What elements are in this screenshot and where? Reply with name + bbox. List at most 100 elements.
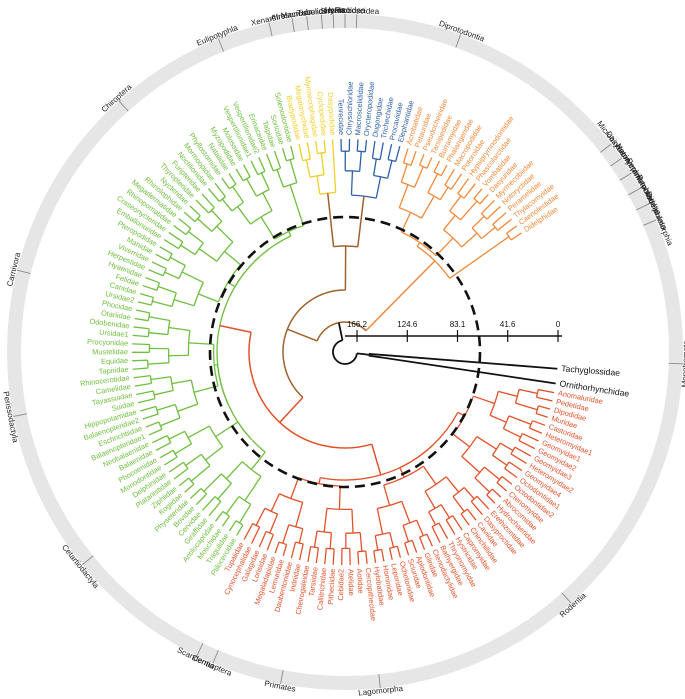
branch xyxy=(142,284,158,291)
branch xyxy=(315,140,319,154)
branch xyxy=(473,395,495,405)
branch xyxy=(232,186,245,203)
branch-arc xyxy=(326,507,352,511)
branch xyxy=(180,244,196,256)
branch xyxy=(323,139,326,153)
branch xyxy=(178,218,192,229)
branch xyxy=(228,520,237,532)
branch xyxy=(142,413,159,420)
branch-arc xyxy=(237,421,266,453)
branch xyxy=(318,477,321,484)
branch xyxy=(506,225,518,234)
order-tick xyxy=(628,187,641,196)
branch xyxy=(145,421,160,428)
branch xyxy=(460,200,478,221)
branch xyxy=(242,164,251,178)
branch-arc xyxy=(528,420,534,429)
branch xyxy=(450,173,463,190)
branch xyxy=(356,139,359,152)
branch xyxy=(288,231,292,237)
branch xyxy=(298,528,304,544)
leaf-label: Cyclopedidae xyxy=(315,91,328,136)
branch xyxy=(401,501,411,524)
branch xyxy=(290,145,295,159)
branch xyxy=(168,326,190,332)
branch xyxy=(501,475,513,485)
branch-arc xyxy=(283,182,297,188)
branch xyxy=(365,550,368,564)
branch xyxy=(486,494,496,504)
branch xyxy=(435,237,454,257)
branch xyxy=(205,446,224,461)
leaf-label: Cebidae2 xyxy=(336,569,345,601)
branch xyxy=(173,224,187,236)
branch-arc xyxy=(389,545,398,549)
branch xyxy=(306,142,311,160)
branch-arc xyxy=(170,376,174,391)
branch xyxy=(217,482,232,500)
branch xyxy=(148,269,164,277)
branch xyxy=(168,430,186,440)
branch xyxy=(198,293,219,303)
branch xyxy=(396,546,402,558)
branch xyxy=(195,493,207,505)
timescale-tick-label: 0 xyxy=(556,320,561,329)
branch-arc xyxy=(178,265,186,279)
branch-arc xyxy=(257,170,266,176)
branch xyxy=(371,141,376,159)
branch xyxy=(460,513,470,526)
branch xyxy=(307,546,312,562)
order-tick xyxy=(16,269,31,275)
branch xyxy=(155,442,172,451)
branch xyxy=(159,449,174,459)
branch xyxy=(163,238,179,250)
branch xyxy=(187,425,210,439)
branch xyxy=(197,218,213,232)
branch xyxy=(484,466,500,481)
order-label: Tubulidentata xyxy=(297,5,346,17)
branch xyxy=(388,548,393,560)
order-tick xyxy=(13,413,28,417)
branch-arc xyxy=(214,496,222,503)
branch-arc xyxy=(235,520,244,526)
branch xyxy=(476,436,497,450)
branch xyxy=(463,487,475,500)
branch xyxy=(215,421,239,438)
branch xyxy=(181,271,204,284)
branch xyxy=(389,532,395,548)
branch xyxy=(331,139,337,193)
leaf-label: Ursidae1 xyxy=(99,328,129,339)
branch-arc xyxy=(174,404,181,419)
timescale-tick-label: 83.1 xyxy=(450,320,466,329)
branch xyxy=(479,194,489,205)
branch-arc xyxy=(445,515,454,521)
branch xyxy=(145,276,160,284)
branch-arc xyxy=(194,242,204,255)
branch-arc xyxy=(452,486,465,498)
branch xyxy=(474,477,490,493)
branch xyxy=(201,193,215,209)
branch xyxy=(399,467,405,478)
timescale-tick-label: 41.6 xyxy=(500,320,516,329)
branch xyxy=(431,526,441,543)
branch xyxy=(489,414,507,423)
branch xyxy=(134,317,149,322)
branch xyxy=(221,198,233,212)
branch xyxy=(438,522,449,539)
branch-arc xyxy=(295,541,304,545)
branch-arc xyxy=(402,519,417,526)
branch xyxy=(476,495,490,510)
branch xyxy=(140,405,157,412)
branch xyxy=(139,293,154,299)
branch xyxy=(365,260,436,332)
branch xyxy=(504,467,518,479)
branch xyxy=(444,168,455,186)
branch xyxy=(498,390,518,397)
branch xyxy=(150,376,171,381)
branch-arc xyxy=(481,213,488,220)
branch xyxy=(515,402,538,411)
branch xyxy=(439,186,449,201)
branch-arc xyxy=(333,245,358,248)
branch xyxy=(410,150,417,166)
